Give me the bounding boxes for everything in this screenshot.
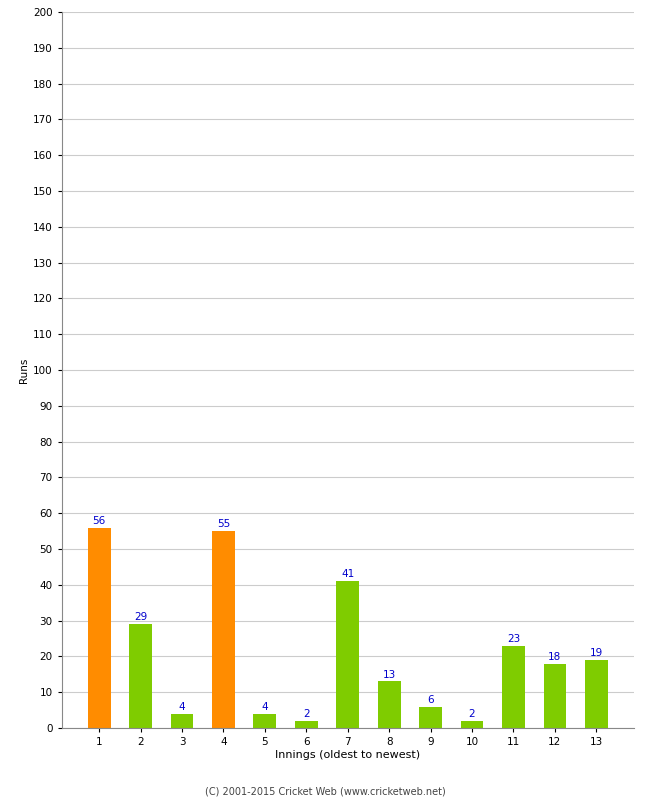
Bar (461, 721, 484, 728)
Text: 56: 56 (92, 516, 106, 526)
Bar (502, 646, 525, 728)
Bar (543, 663, 566, 728)
Text: 2: 2 (469, 709, 475, 719)
Text: 4: 4 (179, 702, 185, 712)
Text: 55: 55 (217, 519, 230, 530)
Bar (585, 660, 608, 728)
Text: 23: 23 (507, 634, 520, 644)
Bar (170, 714, 194, 728)
Text: 41: 41 (341, 570, 354, 579)
Bar (254, 714, 276, 728)
Bar (419, 706, 442, 728)
Bar (336, 582, 359, 728)
Y-axis label: Runs: Runs (19, 358, 29, 382)
Bar (295, 721, 318, 728)
Text: 2: 2 (303, 709, 309, 719)
Text: 18: 18 (549, 652, 562, 662)
Text: (C) 2001-2015 Cricket Web (www.cricketweb.net): (C) 2001-2015 Cricket Web (www.cricketwe… (205, 786, 445, 796)
Bar (129, 624, 152, 728)
Text: 19: 19 (590, 648, 603, 658)
Bar (378, 682, 400, 728)
Text: 6: 6 (427, 694, 434, 705)
X-axis label: Innings (oldest to newest): Innings (oldest to newest) (275, 750, 421, 760)
Text: 13: 13 (383, 670, 396, 680)
Bar (88, 527, 110, 728)
Bar (212, 531, 235, 728)
Text: 4: 4 (261, 702, 268, 712)
Text: 29: 29 (134, 612, 147, 622)
